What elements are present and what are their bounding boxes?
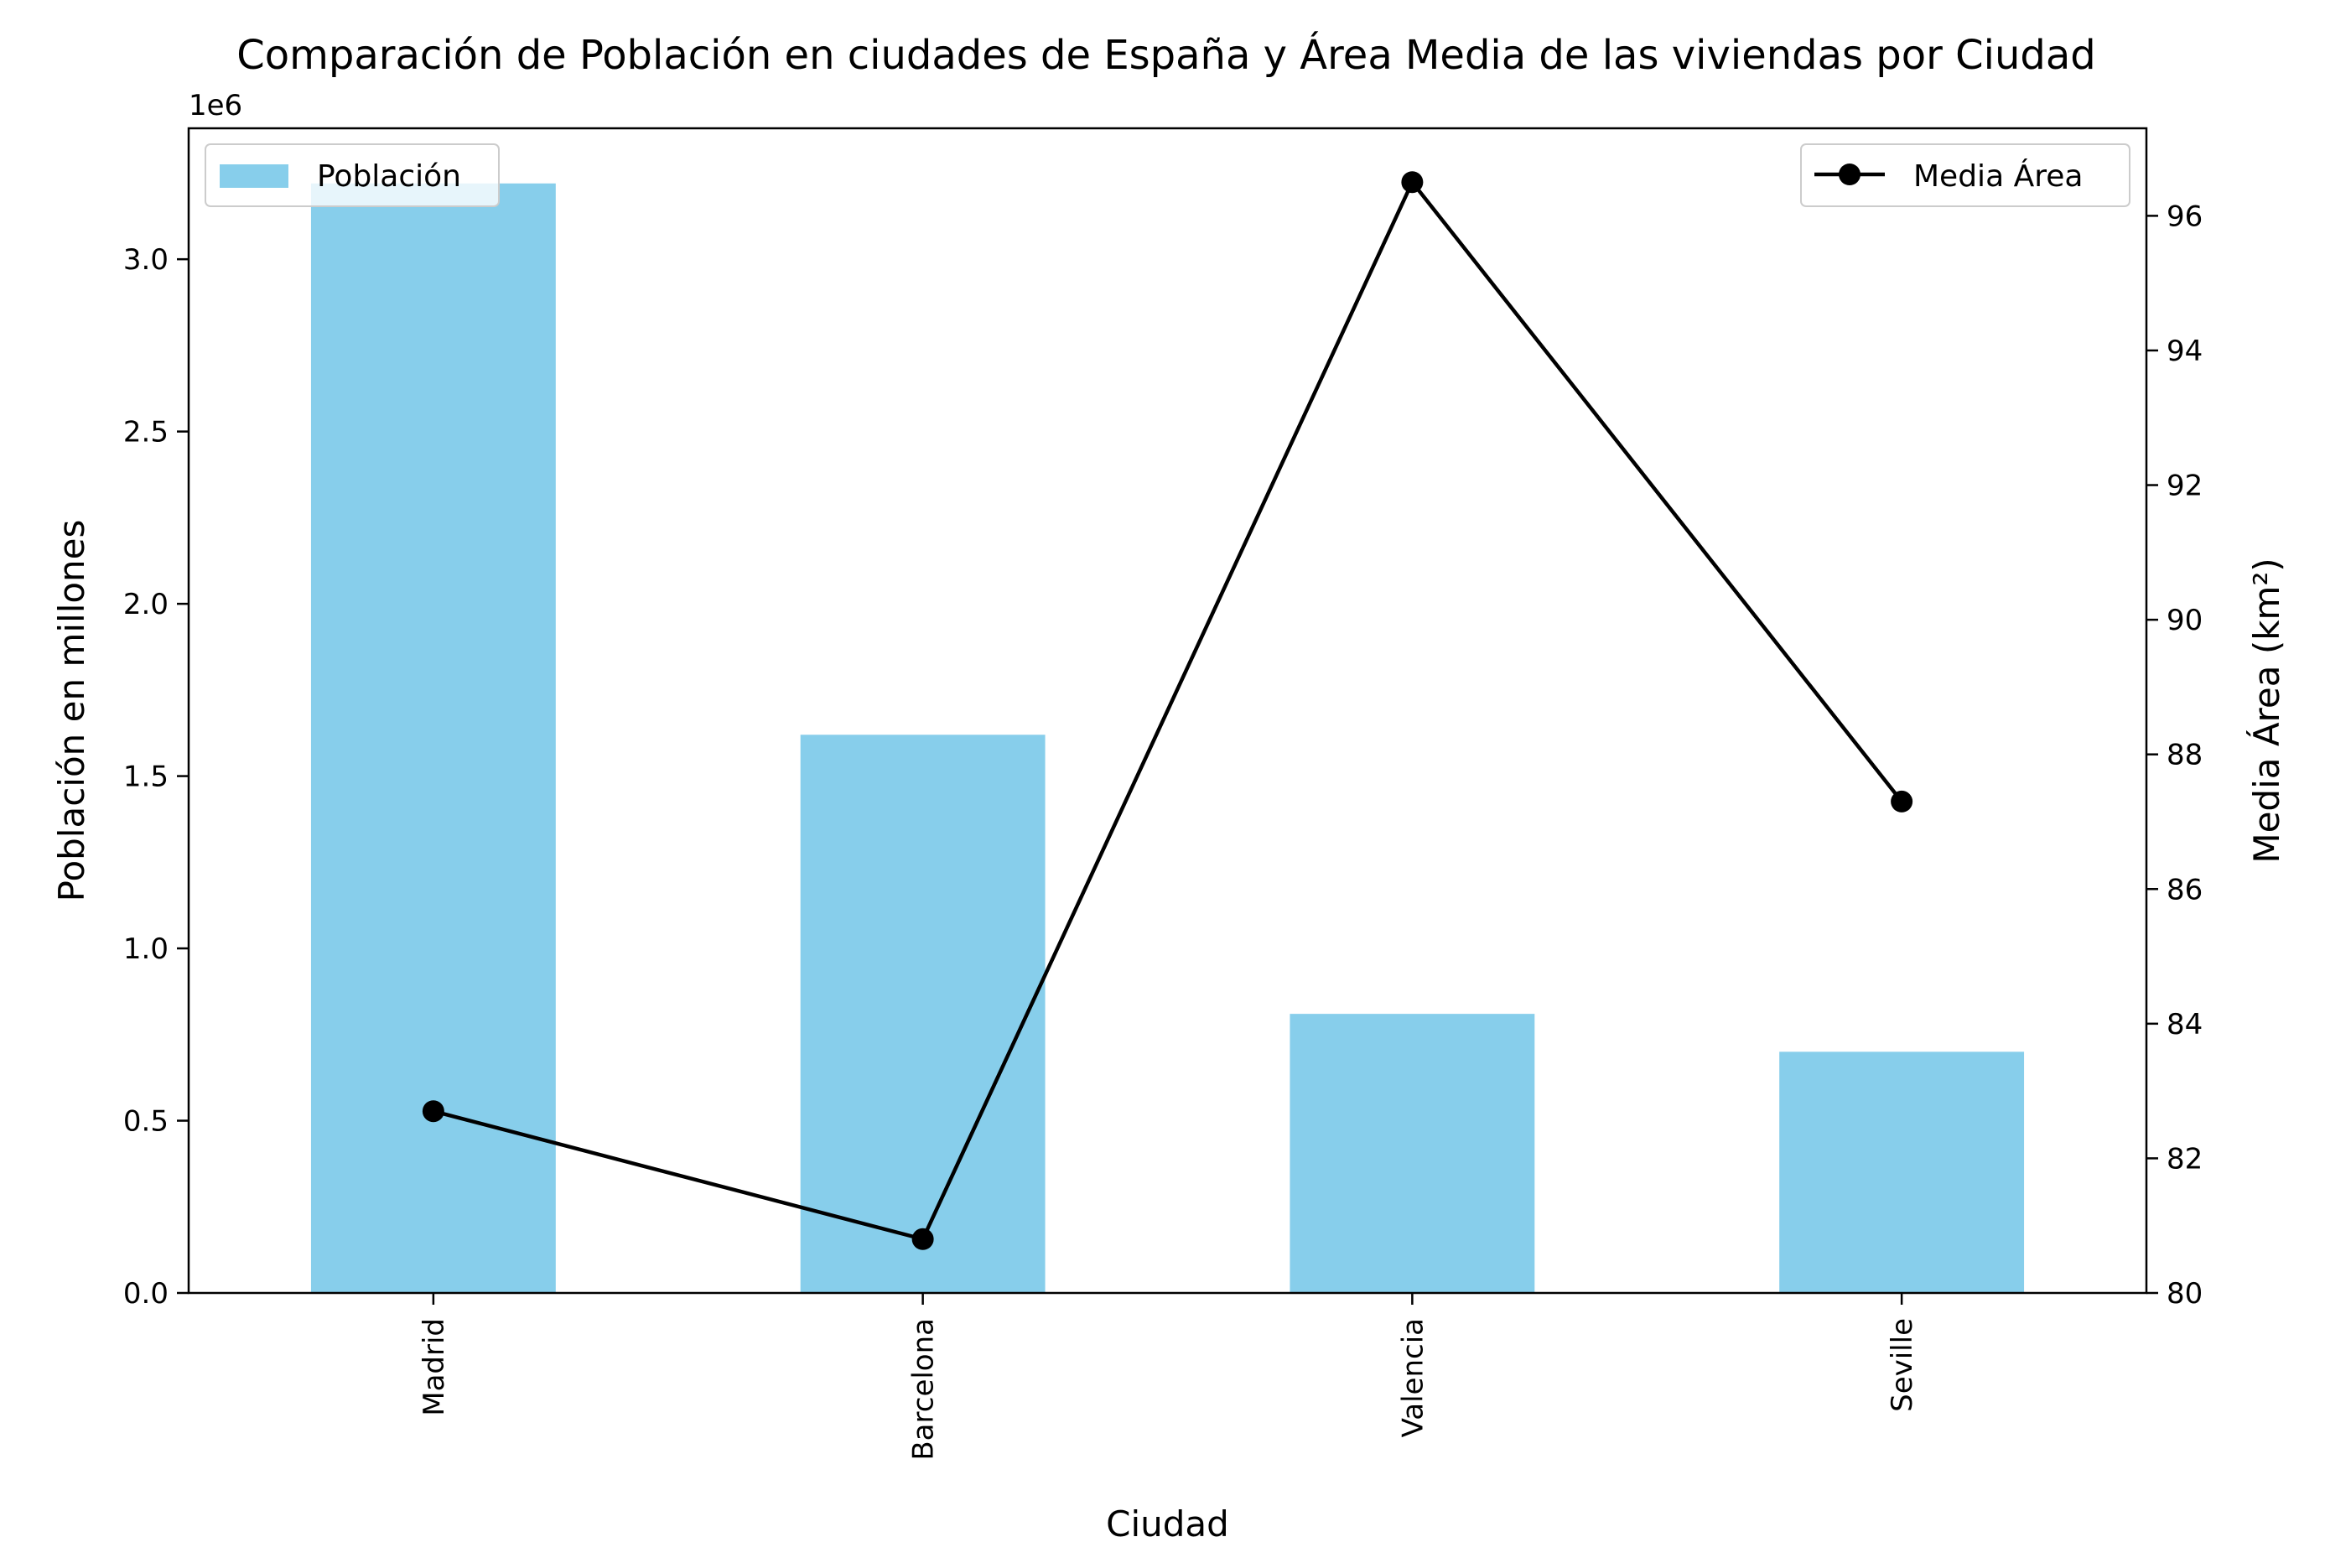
y2-tick-label: 92 (2167, 470, 2203, 503)
legend-area: Media Área (1800, 143, 2130, 207)
legend-population: Población (205, 143, 500, 207)
bar-seville (1779, 1051, 2025, 1293)
bar-valencia (1290, 1014, 1535, 1293)
axes (187, 127, 2148, 1295)
y2-tick-label: 86 (2167, 873, 2203, 906)
bar-barcelona (800, 735, 1046, 1293)
y-tick-label: 0.5 (123, 1105, 169, 1139)
y-tick-label: 3.0 (123, 243, 169, 277)
media-area-line (433, 178, 1903, 1242)
point-seville (1891, 790, 1913, 813)
y2-axis-ticks: 80 82 84 86 88 90 92 94 96 (2146, 200, 2203, 1311)
x-axis-label: Ciudad (1106, 1503, 1229, 1545)
y2-tick-label: 90 (2167, 604, 2203, 637)
point-madrid (422, 1100, 444, 1123)
bar-series (310, 183, 2025, 1294)
chart-title: Comparación de Población en ciudades de … (236, 31, 2096, 79)
y-tick-label: 2.5 (123, 416, 169, 449)
x-tick-label: Madrid (418, 1318, 451, 1416)
x-axis-ticks: Madrid Barcelona Valencia Seville (418, 1293, 1919, 1461)
x-tick-label: Valencia (1396, 1318, 1430, 1437)
legend-box (205, 143, 500, 207)
plot-frame (187, 127, 2148, 1295)
point-barcelona (911, 1228, 934, 1250)
y-tick-label: 2.0 (123, 588, 169, 621)
legend-box (1800, 143, 2130, 207)
legend-swatch-marker (1839, 164, 1861, 185)
y-tick-label: 1.5 (123, 761, 169, 794)
y2-tick-label: 80 (2167, 1277, 2203, 1311)
point-valencia (1401, 171, 1424, 194)
bar-madrid (310, 183, 556, 1294)
y-tick-label: 1.0 (123, 932, 169, 966)
y2-tick-label: 82 (2167, 1142, 2203, 1176)
x-tick-label: Seville (1886, 1318, 1919, 1412)
y-axis-offset-label: 1e6 (189, 89, 242, 122)
legend-label-area: Media Área (1913, 158, 2083, 194)
y2-tick-label: 88 (2167, 739, 2203, 772)
y2-tick-label: 94 (2167, 335, 2203, 368)
y-tick-label: 0.0 (123, 1277, 169, 1311)
legend-label-population: Población (317, 159, 461, 194)
y-axis-label: Población en millones (51, 520, 92, 902)
y2-axis-label: Media Área (km²) (2245, 558, 2287, 863)
legend-swatch-bar (220, 164, 288, 188)
x-tick-label: Barcelona (907, 1318, 941, 1461)
line-series (422, 171, 1913, 1250)
y-axis-ticks: 0.0 0.5 1.0 1.5 2.0 2.5 3.0 (123, 243, 189, 1311)
y2-tick-label: 96 (2167, 200, 2203, 233)
y2-tick-label: 84 (2167, 1008, 2203, 1041)
